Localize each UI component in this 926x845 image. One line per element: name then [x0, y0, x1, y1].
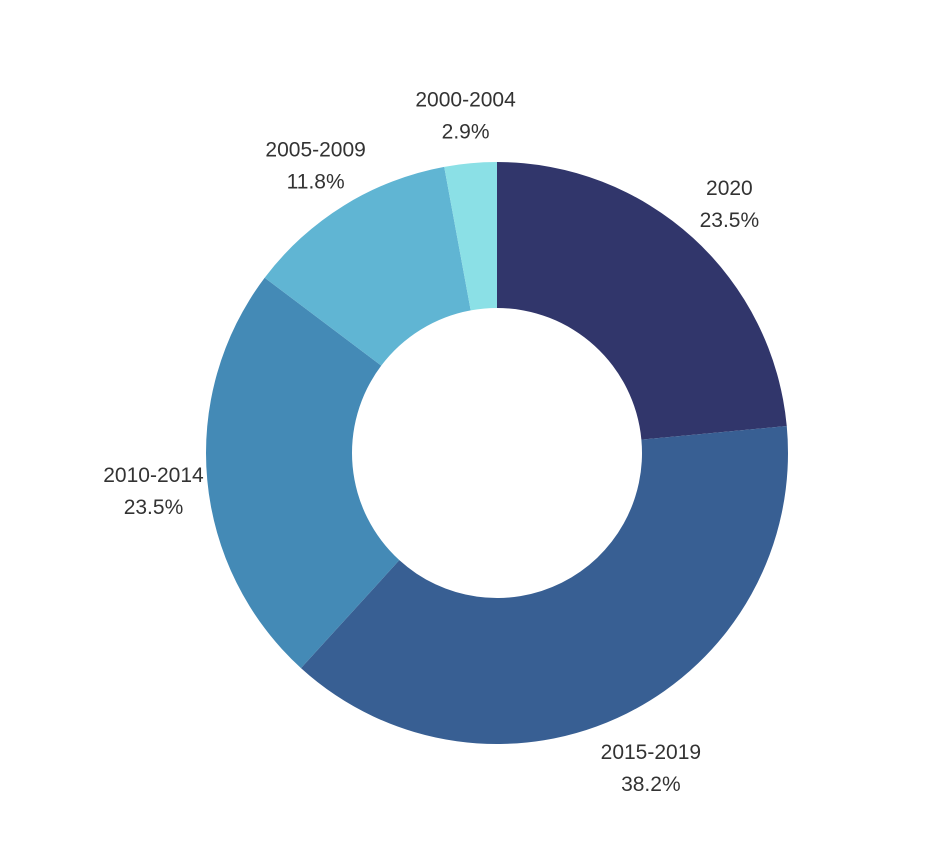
slice-value-label: 11.8%	[287, 171, 345, 194]
slice-value-label: 23.5%	[124, 496, 184, 519]
slice-label-2005-2009: 2005-2009 11.8%	[265, 139, 365, 194]
slice-label-2010-2014: 2010-2014 23.5%	[103, 464, 204, 519]
slice-2015-2019	[300, 426, 788, 745]
slice-category-label: 2020	[706, 177, 753, 200]
slice-2010-2014	[205, 277, 400, 669]
slice-category-label: 2015-2019	[601, 741, 701, 764]
slice-category-label: 2000-2004	[415, 88, 516, 111]
slice-value-label: 23.5%	[700, 209, 760, 232]
slice-value-label: 38.2%	[621, 773, 681, 796]
slice-2020	[497, 162, 787, 440]
slice-category-label: 2005-2009	[265, 139, 365, 162]
slice-label-2015-2019: 2015-2019 38.2%	[601, 741, 701, 796]
slice-2000-2004	[444, 162, 497, 311]
slices-layer	[205, 162, 788, 745]
slice-2005-2009	[264, 166, 471, 366]
slice-label-2020: 2020 23.5%	[700, 177, 760, 232]
slice-category-label: 2010-2014	[103, 464, 204, 487]
slice-label-2000-2004: 2000-2004 2.9%	[415, 88, 516, 143]
labels-layer: 2020 23.5% 2015-2019 38.2% 2010-2014 23.5% 200…	[103, 88, 759, 795]
slice-value-label: 2.9%	[442, 120, 490, 143]
